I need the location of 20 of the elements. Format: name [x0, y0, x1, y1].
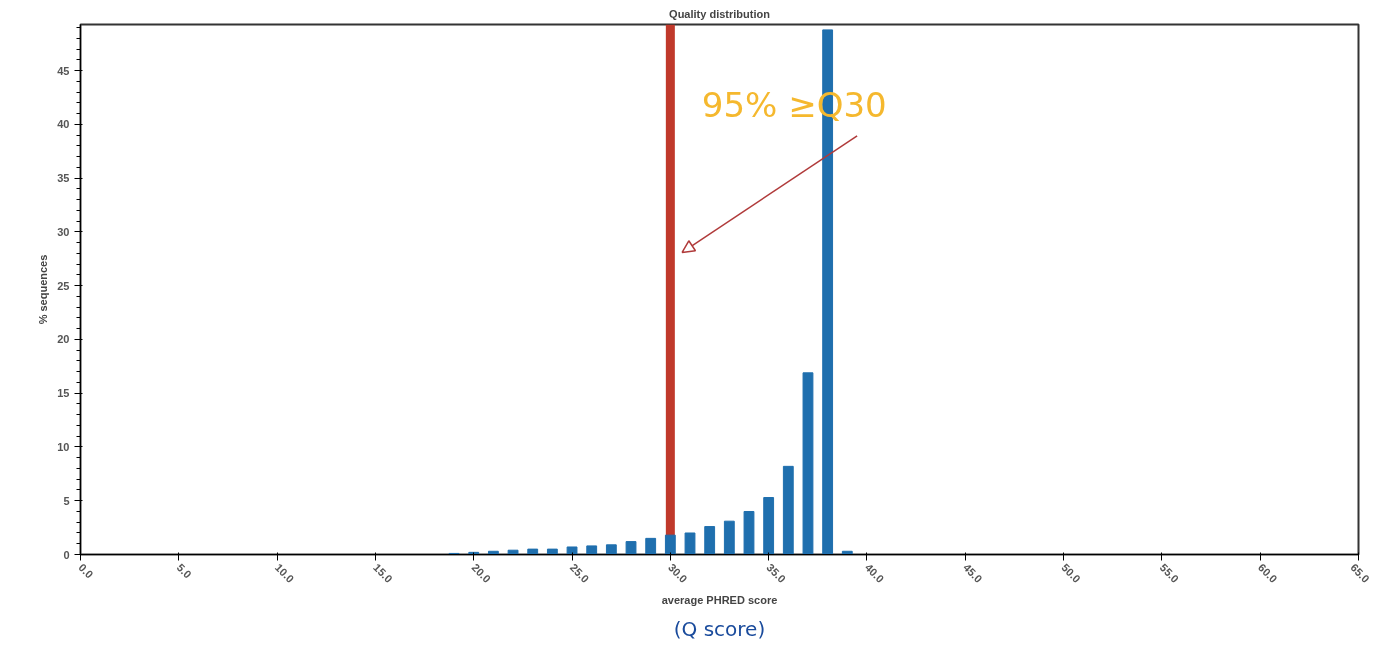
y-tick-label: 0 — [63, 548, 70, 561]
y-tick-label: 10 — [57, 440, 70, 453]
x-tick-label: 30.0 — [666, 561, 690, 585]
x-tick-label: 40.0 — [862, 561, 887, 585]
x-tick-label: 60.0 — [1255, 561, 1280, 585]
y-tick-label: 25 — [57, 279, 70, 292]
chart-title: Quality distribution — [669, 7, 771, 20]
x-tick-label: 45.0 — [961, 561, 985, 585]
y-tick-label: 45 — [57, 64, 70, 77]
y-tick-label: 30 — [57, 225, 70, 238]
x-tick-label: 5.0 — [174, 561, 194, 581]
y-axis-title: % sequences — [37, 254, 50, 325]
y-tick-label: 35 — [57, 172, 70, 185]
y-tick-label: 15 — [57, 387, 70, 400]
x-tick-label: 0.0 — [76, 561, 96, 581]
x-axis-title: average PHRED score — [661, 594, 778, 607]
y-tick-label: 20 — [57, 333, 70, 346]
text: (Q score) — [673, 616, 766, 641]
y-tick-label: 40 — [57, 118, 70, 131]
y-tick-label: 5 — [63, 494, 70, 507]
